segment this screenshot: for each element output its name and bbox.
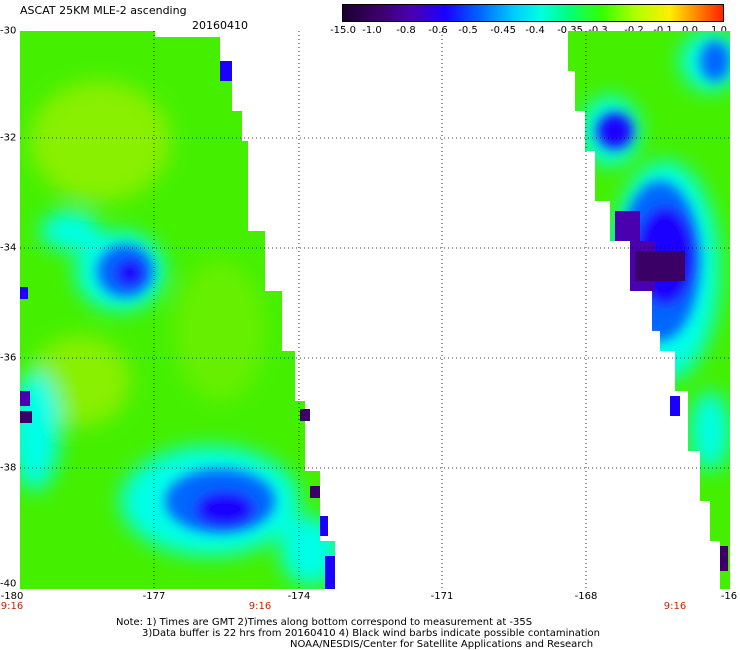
lat-label: -32 — [0, 132, 17, 144]
colorbar-label: -0.5 — [458, 25, 478, 36]
colorbar-label: -1.0 — [362, 25, 382, 36]
lon-label: -16 — [720, 591, 738, 602]
colorbar-label: -0.35 — [557, 25, 583, 36]
lat-label: -38 — [0, 462, 17, 474]
lat-label: -30 — [0, 25, 17, 37]
footnote-credit: NOAA/NESDIS/Center for Satellite Applica… — [290, 639, 594, 650]
right-swath — [568, 31, 730, 589]
colorbar-label: 1.0 — [711, 25, 727, 36]
map-date: 20160410 — [192, 19, 248, 32]
lon-label: -177 — [142, 591, 166, 602]
lat-label: -36 — [0, 352, 17, 364]
time-label: 9:16 — [248, 601, 272, 612]
colorbar-label: 0.0 — [682, 25, 698, 36]
color-scale-bar — [342, 4, 724, 22]
colorbar-label: -0.1 — [653, 25, 673, 36]
colorbar-label: -0.4 — [525, 25, 545, 36]
lat-lon-grid — [20, 31, 730, 589]
lon-label: -168 — [574, 591, 598, 602]
lon-label: -171 — [430, 591, 454, 602]
colorbar-label: -0.8 — [396, 25, 416, 36]
footnote-line-1: Note: 1) Times are GMT 2)Times along bot… — [116, 617, 533, 628]
lon-label: -180 — [0, 591, 24, 602]
time-label: 9:16 — [663, 601, 687, 612]
map-title: ASCAT 25KM MLE-2 ascending — [20, 4, 187, 17]
colorbar-label: -0.45 — [490, 25, 516, 36]
colorbar-label: -0.3 — [588, 25, 608, 36]
footnote-line-2: 3)Data buffer is 22 hrs from 20160410 4)… — [142, 628, 600, 639]
lon-label: -174 — [287, 591, 311, 602]
colorbar-label: -15.0 — [330, 25, 356, 36]
time-label: 9:16 — [0, 601, 24, 612]
colorbar-label: -0.2 — [624, 25, 644, 36]
left-swath — [20, 31, 335, 589]
lat-label: -34 — [0, 242, 17, 254]
satellite-swath-map — [20, 31, 730, 589]
lat-label: -40 — [0, 578, 17, 590]
colorbar-label: -0.6 — [428, 25, 448, 36]
